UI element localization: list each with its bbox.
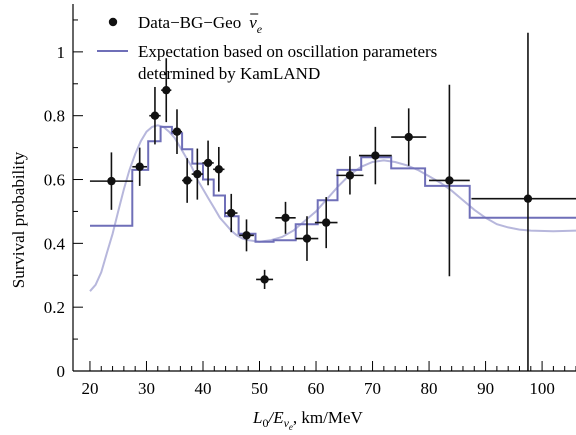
data-point [213,146,225,192]
legend-data-marker [108,17,118,27]
data-point [256,269,274,289]
data-point-marker [321,218,331,227]
data-point [161,58,172,123]
x-axis-label-sub-e: e [289,422,293,432]
data-point [182,158,193,203]
expectation-histogram [90,125,576,243]
legend-expectation-line1: Expectation based on oscillation paramet… [138,42,437,61]
data-point [471,32,576,371]
x-axis-label-sub-nu: ν [284,416,290,430]
y-tick-label: 0.8 [44,107,65,126]
x-tick-label: 100 [529,379,555,398]
data-point [239,219,254,252]
y-tick-label: 0 [57,362,66,381]
axes: 20 30 40 50 60 70 80 90 100 0 0.2 0.4 0.6 0.8 1 [44,4,576,398]
data-point-marker [107,176,116,186]
data-point-marker [172,127,182,136]
data-point-marker [404,132,413,142]
data-point-marker [345,171,355,180]
data-point [149,86,161,145]
y-tick-label: 0.6 [44,171,65,190]
x-tick-label: 90 [477,379,494,398]
legend: Data−BG−Geo νe Expectation based on oscil… [97,13,437,83]
data-point-marker [445,176,454,185]
data-point-marker [193,169,202,179]
legend-data-label: Data−BG−Geo νe [138,13,263,36]
x-tick-label: 30 [138,379,155,398]
data-point [89,152,133,210]
plot-area [89,32,576,371]
data-point-marker [281,213,290,223]
data-point [275,201,296,234]
x-axis-label-L: L [252,408,262,427]
legend-data-label-nu: ν [249,13,257,32]
legend-data-label-sub: e [257,22,263,36]
y-tick-label: 0.4 [44,234,66,253]
data-point-marker [162,85,171,95]
x-axis-label-slash-E: /E [267,408,284,427]
x-axis-label-rest: , km/MeV [293,408,364,427]
data-point [391,108,427,166]
x-axis-label-sub0: 0 [262,416,268,430]
x-tick-label: 40 [194,379,211,398]
data-point-marker [135,162,144,171]
data-point [202,140,214,186]
data-point [191,148,203,200]
legend-expectation-line2: determined by KamLAND [138,64,320,83]
data-point [295,216,319,261]
x-tick-label: 60 [308,379,325,398]
x-tick-label: 20 [81,379,98,398]
x-tick-label: 50 [251,379,268,398]
legend-data-label-prefix: Data−BG−Geo [138,13,241,32]
data-point [132,147,148,186]
data-point [358,126,392,185]
data-point-marker [203,158,213,168]
data-point-marker [150,111,160,120]
y-axis-label: Survival probability [9,151,28,288]
x-axis-label: L0/Eνe, km/MeV [252,408,364,432]
x-tick-label: 80 [421,379,438,398]
y-tick-label: 0.2 [44,298,65,317]
data-point-marker [523,194,533,203]
data-point-marker [371,151,380,160]
data-point-marker [242,231,251,240]
data-point [171,109,183,154]
data-point-marker [260,275,269,284]
data-point [336,156,364,195]
data-point-marker [227,208,236,218]
expectation-smooth-curve [89,124,576,292]
data-point-marker [182,176,192,185]
data-point [314,197,338,249]
y-tick-label: 1 [57,43,66,62]
data-point [429,84,470,277]
x-tick-label: 70 [364,379,381,398]
data-point-marker [214,165,224,174]
data-point-marker [302,234,312,243]
data-point [225,193,238,233]
